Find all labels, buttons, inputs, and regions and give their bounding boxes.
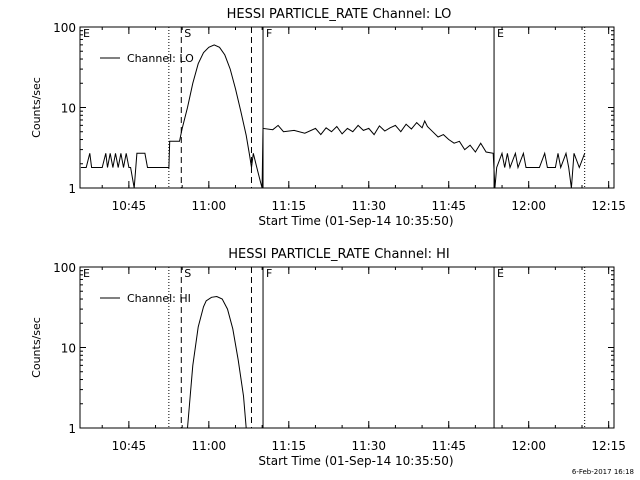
y-axis-label: Counts/sec [30, 317, 43, 378]
x-tick-label: 11:15 [272, 199, 307, 213]
event-marker-label: S [184, 27, 191, 40]
x-tick-label: 10:45 [112, 199, 147, 213]
chart-title: HESSI PARTICLE_RATE Channel: HI [228, 247, 449, 262]
y-tick-label: 10 [61, 342, 76, 356]
event-marker-label: E [497, 267, 504, 280]
x-tick-label: 11:45 [431, 199, 466, 213]
x-tick-label: 11:00 [192, 199, 227, 213]
series-line [80, 44, 586, 189]
footer-timestamp: 6-Feb-2017 16:18 [571, 468, 634, 476]
lo-channel-panel: HESSI PARTICLE_RATE Channel: LO Counts/se… [30, 7, 626, 228]
hi-channel-panel: HESSI PARTICLE_RATE Channel: HI Counts/se… [30, 247, 626, 468]
event-marker-label: S [184, 267, 191, 280]
y-tick-label: 1 [68, 182, 76, 196]
legend-label: Channel: LO [127, 52, 194, 65]
legend-label: Channel: HI [127, 292, 191, 305]
y-tick-label: 1 [68, 422, 76, 436]
y-tick-label: 10 [61, 102, 76, 116]
event-marker-label: E [83, 27, 90, 40]
x-tick-label: 11:45 [431, 439, 466, 453]
x-tick-label: 11:00 [192, 439, 227, 453]
x-tick-label: 10:45 [112, 439, 147, 453]
x-tick-label: 12:00 [511, 439, 546, 453]
x-tick-label: 12:15 [591, 439, 626, 453]
x-tick-label: 11:15 [272, 439, 307, 453]
x-tick-label: 12:00 [511, 199, 546, 213]
event-marker-label: F [266, 267, 272, 280]
event-marker-label: E [497, 27, 504, 40]
y-tick-label: 100 [53, 261, 76, 275]
series-line [187, 295, 247, 429]
y-axis-label: Counts/sec [30, 77, 43, 138]
x-tick-label: 12:15 [591, 199, 626, 213]
y-tick-label: 100 [53, 21, 76, 35]
x-tick-label: 11:30 [351, 199, 386, 213]
event-marker-label: E [83, 267, 90, 280]
chart-title: HESSI PARTICLE_RATE Channel: LO [227, 7, 452, 22]
x-axis-label: Start Time (01-Sep-14 10:35:50) [258, 454, 453, 468]
event-marker-label: F [266, 27, 272, 40]
x-tick-label: 11:30 [351, 439, 386, 453]
x-axis-label: Start Time (01-Sep-14 10:35:50) [258, 214, 453, 228]
